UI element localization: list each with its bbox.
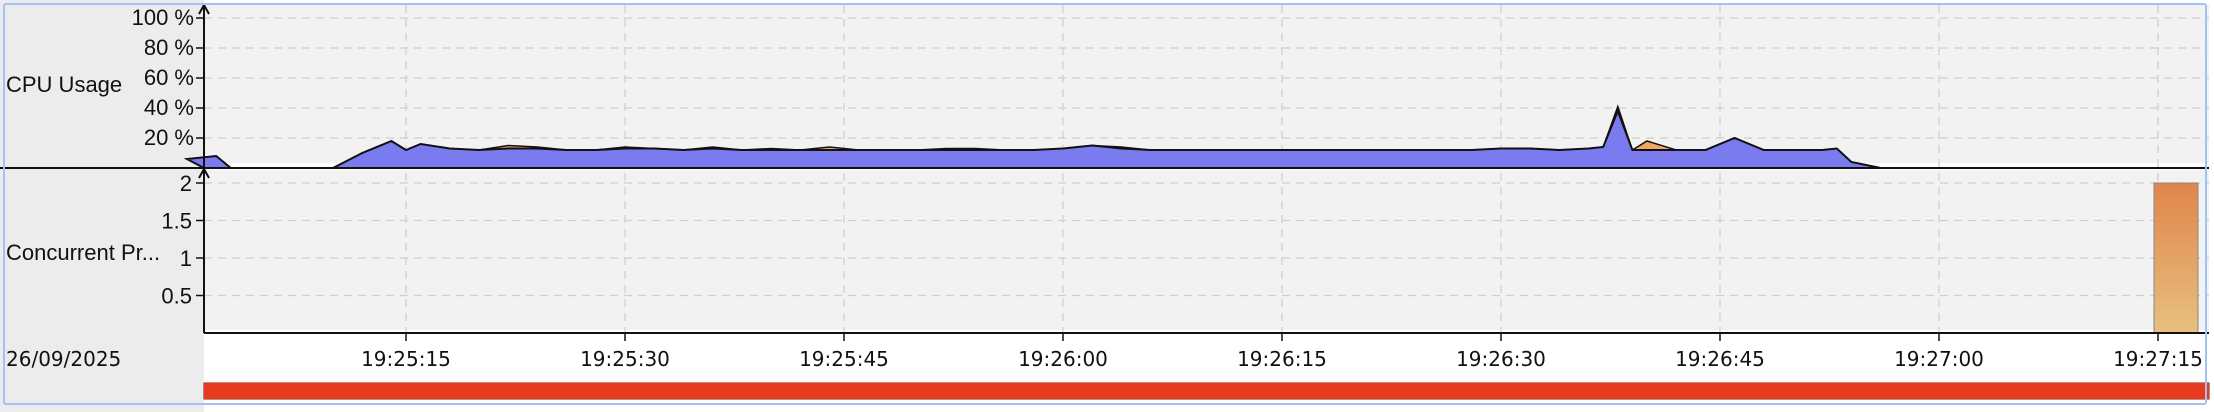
x-tick-label: 19:26:45 — [1675, 347, 1765, 371]
label-column — [0, 0, 204, 412]
cpu-plot-background — [204, 5, 2209, 163]
cpu-y-tick-label: 20 % — [144, 125, 194, 150]
concurrent-bar — [2153, 182, 2199, 334]
grid-layer — [204, 5, 2209, 333]
cpu-series-layer — [183, 104, 2209, 169]
x-tick-label: 19:25:30 — [580, 347, 670, 371]
concurrent-y-axis-arrow — [198, 166, 210, 179]
x-tick-label: 19:25:15 — [361, 347, 451, 371]
panel-frame — [3, 3, 2207, 405]
concurrent-y-tick-label: 0.5 — [161, 284, 192, 309]
x-tick-label: 19:26:00 — [1018, 347, 1108, 371]
date-label: 26/09/2025 — [6, 347, 121, 371]
concurrent-series-layer — [2153, 182, 2199, 334]
concurrent-y-tick-label: 2 — [180, 171, 192, 196]
concurrent-y-tick-label: 1.5 — [161, 209, 192, 234]
cpu-usage-label: CPU Usage — [6, 72, 122, 97]
x-tick-label: 19:27:15 — [2113, 347, 2203, 371]
x-tick-label: 19:27:00 — [1894, 347, 1984, 371]
axis-layer: 19:25:15 19:25:30 19:25:45 19:26:00 19:26:15… — [0, 2, 2210, 400]
cpu-y-axis-arrow — [198, 2, 210, 15]
cpu-y-tick-label: 100 % — [132, 5, 194, 30]
x-tick-label: 19:26:15 — [1237, 347, 1327, 371]
x-tick-label: 19:26:30 — [1456, 347, 1546, 371]
cpu-y-tick-label: 80 % — [144, 35, 194, 60]
concurrent-y-tick-label: 1 — [180, 246, 192, 271]
timeline-progress-fill — [204, 383, 2209, 399]
cpu-primary-area — [183, 108, 2209, 169]
concurrent-label: Concurrent Pr... — [6, 240, 160, 265]
x-tick-label: 19:25:45 — [799, 347, 889, 371]
cpu-y-tick-label: 40 % — [144, 95, 194, 120]
concurrent-plot-background — [204, 170, 2209, 330]
cpu-y-tick-label: 60 % — [144, 65, 194, 90]
